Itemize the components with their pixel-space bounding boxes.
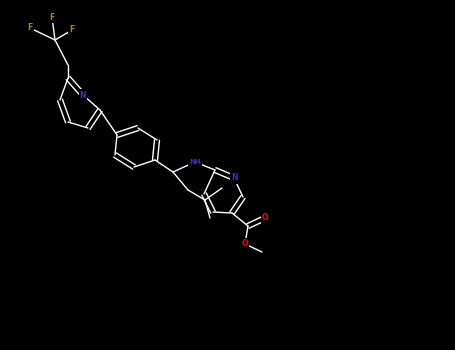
Text: N: N [80,91,86,99]
Text: NH: NH [189,159,201,165]
Text: F: F [50,13,55,21]
Text: F: F [69,26,75,35]
Text: O: O [262,214,268,223]
Text: N: N [231,174,237,182]
Text: F: F [27,23,33,33]
Text: O: O [242,239,248,248]
